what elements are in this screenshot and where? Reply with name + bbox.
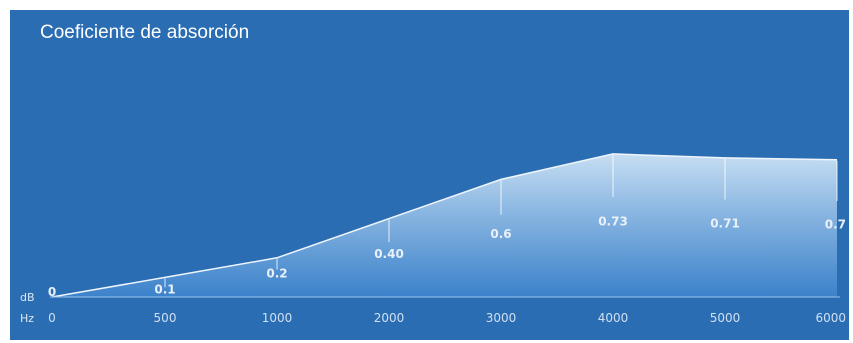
x-tick-label: 1000	[262, 311, 293, 325]
value-label: 0.2	[266, 266, 287, 280]
y-unit-label: dB	[20, 291, 35, 304]
x-tick-label: 6000	[815, 311, 846, 325]
x-tick-label: 3000	[486, 311, 517, 325]
x-tick-label: 0	[48, 311, 56, 325]
value-label: 0.71	[710, 216, 740, 230]
value-label: 0	[48, 285, 56, 299]
x-tick-label: 500	[154, 311, 177, 325]
value-label: 0.40	[374, 247, 404, 261]
x-tick-label: 2000	[374, 311, 405, 325]
absorption-chart: 0 0.1 0.2 0.40 0.6 0.73 0.71 0.7 0 500 1000 2000 30…	[48, 153, 846, 325]
x-unit-label: Hz	[20, 312, 35, 325]
value-label: 0.1	[154, 282, 175, 296]
value-label: 0.6	[490, 227, 511, 241]
chart-title: Coeficiente de absorción	[40, 22, 250, 43]
x-tick-label: 5000	[710, 311, 741, 325]
absorption-area	[52, 153, 837, 297]
chart-panel: Coeficiente de absorción dB Hz 0 0.1 0.2 0.…	[10, 10, 849, 340]
value-label: 0.7	[825, 217, 846, 231]
value-label: 0.73	[598, 214, 628, 228]
x-tick-label: 4000	[598, 311, 629, 325]
absorption-line	[51, 153, 838, 298]
